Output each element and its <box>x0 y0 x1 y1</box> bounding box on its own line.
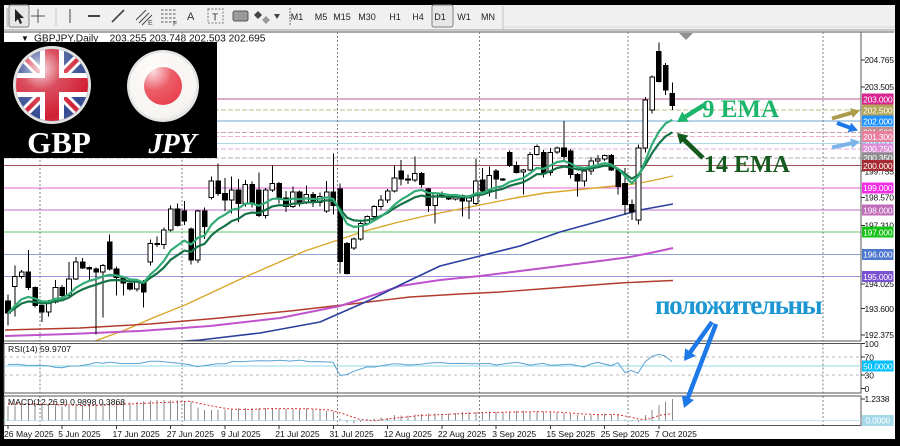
svg-text:GBP: GBP <box>27 125 91 160</box>
svg-text:193.600: 193.600 <box>865 304 895 314</box>
svg-text:5 Jun 2025: 5 Jun 2025 <box>58 429 101 439</box>
svg-text:H4: H4 <box>412 12 424 22</box>
svg-text:▼: ▼ <box>21 34 29 43</box>
svg-text:203.505: 203.505 <box>865 82 895 92</box>
svg-text:RSI(14) 59.9707: RSI(14) 59.9707 <box>8 344 71 354</box>
svg-text:M15: M15 <box>333 12 351 22</box>
svg-text:70: 70 <box>865 352 875 362</box>
svg-text:0: 0 <box>865 384 870 394</box>
svg-text:положительны: положительны <box>655 290 823 320</box>
svg-text:H1: H1 <box>389 12 401 22</box>
svg-text:M5: M5 <box>315 12 328 22</box>
svg-text:197.310: 197.310 <box>865 221 895 231</box>
svg-text:25 Sep 2025: 25 Sep 2025 <box>601 429 650 439</box>
svg-text:199.755: 199.755 <box>865 166 895 176</box>
svg-text:21 Jul 2025: 21 Jul 2025 <box>275 429 320 439</box>
svg-text:D1: D1 <box>434 12 446 22</box>
svg-text:100: 100 <box>865 339 879 349</box>
svg-text:31 Jul 2025: 31 Jul 2025 <box>329 429 374 439</box>
svg-text:203.000: 203.000 <box>863 94 893 104</box>
svg-text:192.375: 192.375 <box>865 330 895 340</box>
svg-text:196.000: 196.000 <box>863 250 893 260</box>
svg-text:9 EMA: 9 EMA <box>702 96 779 123</box>
svg-text:202.500: 202.500 <box>863 105 893 115</box>
svg-text:MN: MN <box>481 12 495 22</box>
svg-text:50.0000: 50.0000 <box>863 361 893 371</box>
svg-text:197.000: 197.000 <box>863 228 893 238</box>
svg-text:M1: M1 <box>291 12 304 22</box>
svg-text:198.000: 198.000 <box>863 205 893 215</box>
svg-text:17 Jun 2025: 17 Jun 2025 <box>113 429 161 439</box>
svg-text:194.025: 194.025 <box>865 279 895 289</box>
svg-text:3 Sep 2025: 3 Sep 2025 <box>492 429 536 439</box>
svg-text:M30: M30 <box>358 12 376 22</box>
svg-text:T: T <box>212 13 218 24</box>
svg-text:9 Jul 2025: 9 Jul 2025 <box>221 429 261 439</box>
svg-text:7 Oct 2025: 7 Oct 2025 <box>655 429 697 439</box>
svg-text:202.000: 202.000 <box>863 117 893 127</box>
svg-text:JPY: JPY <box>148 128 199 160</box>
svg-text:GBPJPY,Daily 203.255 203.74: GBPJPY,Daily 203.255 203.748 202.503 202… <box>34 34 266 45</box>
svg-text:199.000: 199.000 <box>863 183 893 193</box>
svg-text:15 Sep 2025: 15 Sep 2025 <box>546 429 595 439</box>
svg-text:0.0000: 0.0000 <box>865 416 890 426</box>
svg-text:E: E <box>148 20 153 27</box>
svg-text:200.350: 200.350 <box>863 153 893 163</box>
svg-text:200.750: 200.750 <box>863 144 893 154</box>
svg-text:204.765: 204.765 <box>865 55 895 65</box>
svg-text:26 May 2025: 26 May 2025 <box>4 429 54 439</box>
svg-text:MACD(12,26,9) 0.9898 0.3868: MACD(12,26,9) 0.9898 0.3868 <box>8 397 125 407</box>
svg-text:12 Aug 2025: 12 Aug 2025 <box>384 429 432 439</box>
svg-text:14 EMA: 14 EMA <box>704 152 791 178</box>
svg-text:27 Jun 2025: 27 Jun 2025 <box>167 429 215 439</box>
svg-text:1.2338: 1.2338 <box>865 394 890 404</box>
svg-text:200.000: 200.000 <box>863 161 893 171</box>
svg-text:198.570: 198.570 <box>865 193 895 203</box>
svg-text:22 Aug 2025: 22 Aug 2025 <box>438 429 486 439</box>
svg-text:195.000: 195.000 <box>863 272 893 282</box>
svg-text:F: F <box>173 21 177 28</box>
svg-text:W1: W1 <box>457 12 471 22</box>
svg-text:30: 30 <box>865 370 875 380</box>
svg-text:A: A <box>187 11 195 23</box>
svg-text:201.300: 201.300 <box>863 132 893 142</box>
